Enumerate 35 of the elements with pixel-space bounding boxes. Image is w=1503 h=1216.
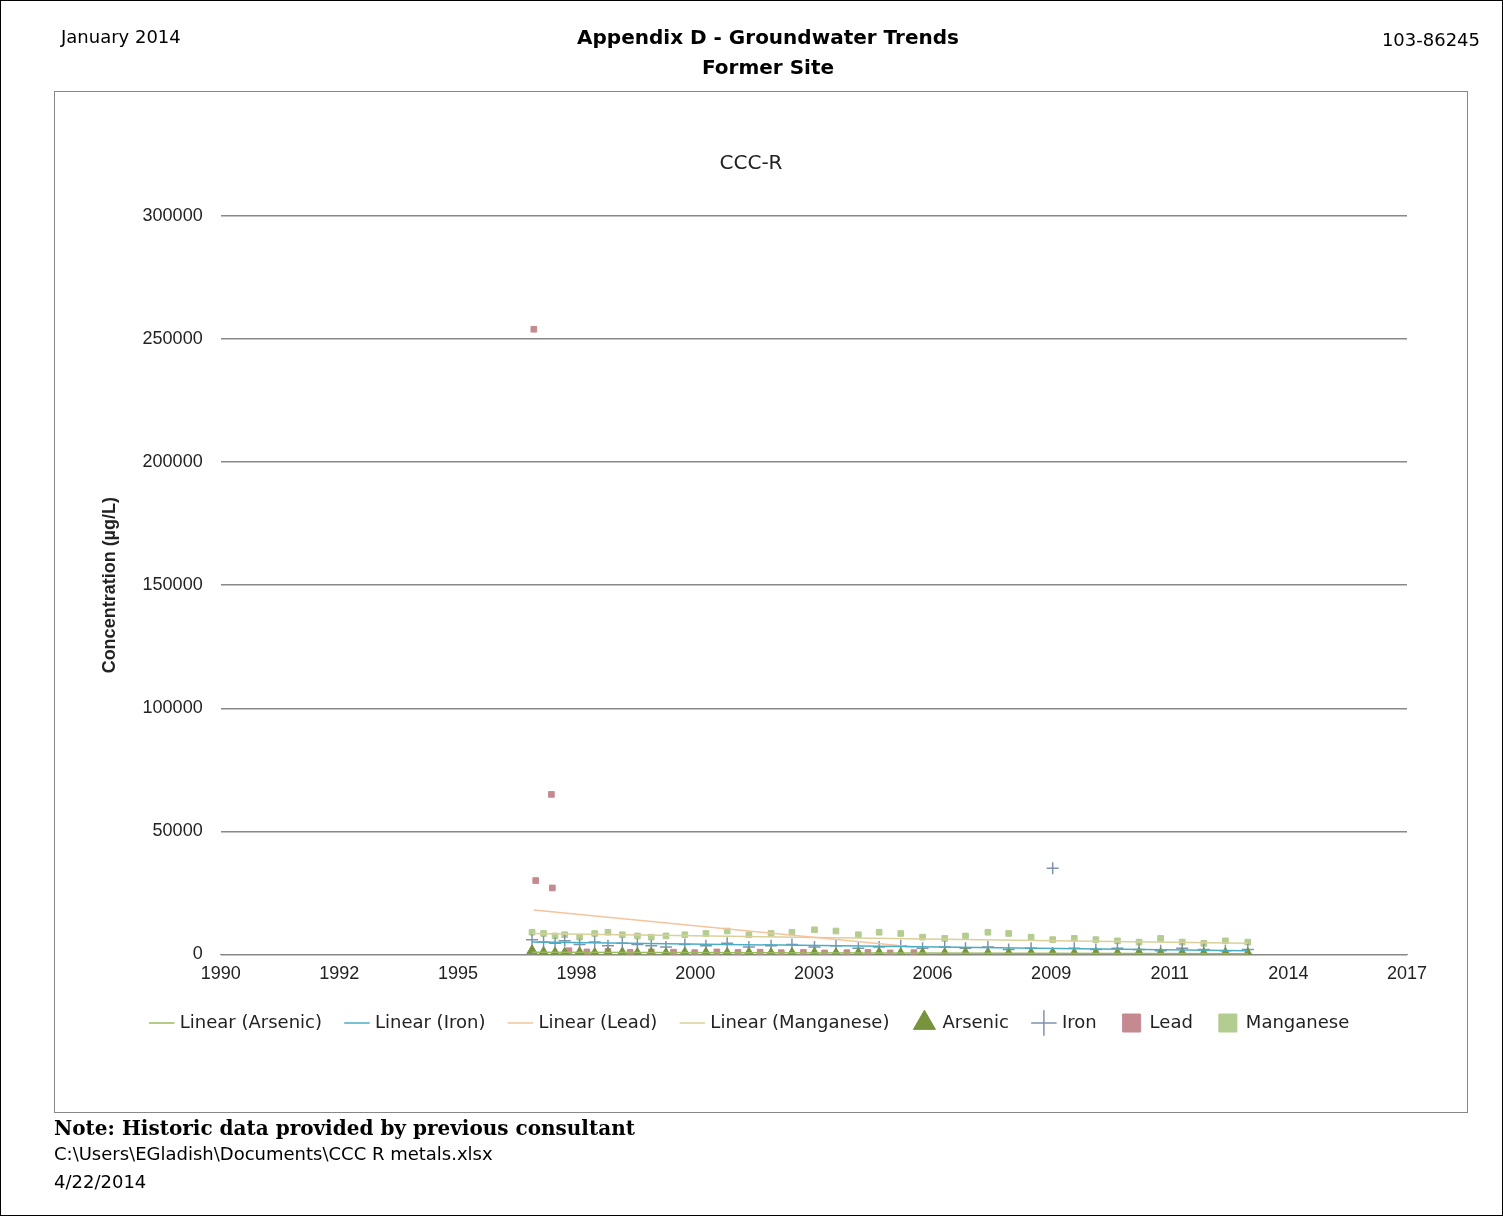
x-tick-label: 1998	[556, 963, 597, 984]
x-tick-label: 1990	[200, 963, 241, 984]
y-axis-title: Concentration (µg/L)	[98, 497, 119, 674]
text: Former Site	[701, 55, 835, 79]
y-tick-label: 300000	[142, 204, 203, 225]
legend-label: Manganese	[1245, 1010, 1350, 1032]
x-tick-label: 2017	[1386, 963, 1428, 984]
y-tick-label: 150000	[142, 574, 203, 595]
text: Appendix D - Groundwater Trends	[577, 25, 959, 49]
legend-label: Arsenic	[942, 1010, 1009, 1032]
legend-label: Lead	[1149, 1010, 1193, 1032]
y-tick-label: 250000	[142, 328, 203, 349]
text: C:\Users\EGladish\Documents\CCC R metals.xlsx	[54, 1143, 493, 1164]
x-tick-label: 2011	[1150, 963, 1190, 984]
x-tick-label: 1992	[319, 963, 360, 984]
x-tick-label: 2000	[675, 963, 716, 984]
chart-title: CCC-R	[719, 150, 783, 175]
y-tick-label: 0	[192, 943, 203, 964]
legend-label: Linear (Iron)	[374, 1010, 486, 1032]
text: January 2014	[61, 26, 181, 47]
y-tick-label: 50000	[152, 820, 203, 841]
text: 4/22/2014	[54, 1171, 147, 1192]
x-tick-label: 2014	[1268, 963, 1309, 984]
legend-label: Linear (Manganese)	[710, 1010, 890, 1032]
x-tick-label: 2006	[912, 963, 953, 984]
legend-label: Linear (Lead)	[538, 1010, 658, 1032]
x-tick-label: 2009	[1031, 963, 1072, 984]
legend-label: Linear (Arsenic)	[179, 1010, 322, 1032]
text: Note: Historic data provided by previous consultant	[54, 1116, 635, 1140]
y-tick-label: 200000	[142, 451, 203, 472]
y-tick-label: 100000	[142, 697, 203, 718]
x-tick-label: 1995	[437, 963, 478, 984]
legend-label: Iron	[1061, 1010, 1097, 1032]
text: 103-86245	[1381, 29, 1480, 50]
x-tick-label: 2003	[793, 963, 834, 984]
